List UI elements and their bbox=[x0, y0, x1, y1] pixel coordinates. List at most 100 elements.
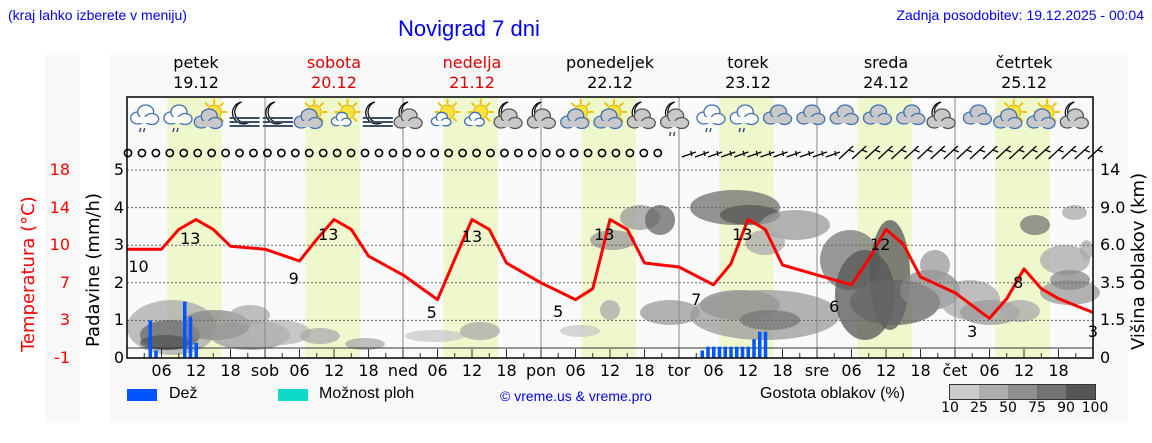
x-tick-label: 12 bbox=[461, 361, 483, 380]
cloud-density-region bbox=[460, 322, 500, 340]
x-tick-label: 06 bbox=[565, 361, 586, 380]
x-tick-label: 12 bbox=[1013, 361, 1035, 380]
temperature-label: 13 bbox=[180, 229, 200, 248]
last-update: Zadnja posodobitev: 19.12.2025 - 00:04 bbox=[896, 7, 1144, 23]
wind-calm-icon bbox=[346, 148, 356, 158]
wind-calm-icon bbox=[318, 148, 328, 158]
day-label-0: petek 19.12 bbox=[127, 53, 265, 93]
temperature-label: 8 bbox=[1013, 273, 1023, 292]
density-scale-frame bbox=[949, 384, 1096, 400]
wind-calm-icon bbox=[290, 148, 300, 158]
moon-cloud-icon bbox=[526, 101, 557, 130]
wind-calm-icon bbox=[207, 148, 217, 158]
wind-calm-icon bbox=[235, 148, 244, 158]
wind-barb-icon bbox=[904, 145, 920, 160]
wind-barb-icon bbox=[930, 145, 946, 160]
x-tick-label: 18 bbox=[772, 361, 793, 380]
day-label-6: četrtek 25.12 bbox=[955, 53, 1093, 93]
x-tick-label: čet bbox=[942, 361, 968, 380]
day-name: petek bbox=[173, 53, 219, 72]
moon-cloud-icon bbox=[493, 101, 523, 130]
copyright-link[interactable]: © vreme.us & vreme.pro bbox=[500, 388, 652, 404]
cloud-density-region bbox=[1080, 240, 1093, 260]
cloud-rain-icon bbox=[130, 104, 160, 133]
cloud-density-region bbox=[560, 325, 600, 337]
day-date: 21.12 bbox=[449, 73, 495, 92]
axis-tick-label: 2 bbox=[113, 272, 124, 292]
day-name: sreda bbox=[863, 53, 909, 72]
legend-showers-label: Možnost ploh bbox=[319, 385, 415, 402]
wind-calm-icon bbox=[304, 148, 314, 158]
wind-calm-icon bbox=[402, 148, 412, 158]
wind-barb-icon bbox=[760, 150, 775, 158]
wind-calm-icon bbox=[360, 148, 370, 158]
cloud-density-region bbox=[760, 210, 830, 240]
x-tick-label: pon bbox=[525, 361, 557, 380]
axis-tick-label: 7 bbox=[59, 272, 70, 292]
wind-calm-icon bbox=[486, 148, 495, 158]
sun-cloud-icon bbox=[193, 99, 228, 130]
precipitation-bar bbox=[740, 346, 745, 358]
axis-tick-label: 3 bbox=[59, 310, 70, 330]
density-tick-label: 75 bbox=[1028, 400, 1046, 416]
day-label-3: ponedeljek 22.12 bbox=[541, 53, 679, 93]
density-swatch bbox=[979, 385, 1008, 399]
axis-tick-label: 3.5 bbox=[1100, 272, 1126, 292]
cloud-rain-icon bbox=[696, 104, 726, 133]
x-tick-label: 18 bbox=[910, 361, 931, 380]
axis-tick-label: 5 bbox=[113, 160, 124, 179]
cloud-icon bbox=[762, 104, 793, 126]
wind-calm-icon bbox=[249, 148, 258, 158]
density-tick-label: 100 bbox=[1081, 400, 1109, 416]
sun-cloud-small-icon bbox=[464, 99, 494, 127]
x-tick-label: sob bbox=[250, 361, 280, 380]
wind-barb-icon bbox=[681, 150, 697, 158]
legend-rain-swatch bbox=[127, 389, 157, 401]
density-tick-label: 10 bbox=[941, 400, 959, 416]
temperature-label: 12 bbox=[870, 235, 890, 254]
wind-calm-icon bbox=[597, 148, 607, 158]
wind-calm-icon bbox=[263, 148, 272, 158]
day-name: ponedeljek bbox=[566, 53, 654, 72]
precipitation-bar bbox=[735, 346, 739, 358]
cloud-icon bbox=[796, 104, 826, 126]
wind-barb-icon bbox=[969, 145, 986, 160]
wind-barb-icon bbox=[943, 145, 960, 160]
density-tick-label: 25 bbox=[970, 400, 988, 416]
precipitation-bar bbox=[717, 346, 722, 358]
x-tick-label: ned bbox=[387, 361, 419, 380]
density-tick-label: 90 bbox=[1057, 400, 1075, 416]
moon-cloud-rain-icon bbox=[659, 101, 690, 137]
cloud-icon bbox=[862, 104, 893, 126]
wind-barb-icon bbox=[1074, 145, 1091, 160]
wind-barb-icon bbox=[982, 145, 999, 160]
temperature-label: 13 bbox=[462, 227, 482, 246]
temperature-label: 13 bbox=[594, 225, 614, 244]
moon-fog-icon bbox=[262, 101, 293, 127]
wind-calm-icon bbox=[374, 148, 384, 158]
precipitation-bar bbox=[723, 346, 727, 358]
temperature-label: 13 bbox=[318, 225, 338, 244]
moon-fog-icon bbox=[362, 101, 393, 127]
temperature-label: 13 bbox=[732, 225, 752, 244]
wind-barb-icon bbox=[734, 150, 749, 158]
wind-calm-icon bbox=[165, 148, 175, 158]
axis-tick-label: 0 bbox=[1100, 348, 1111, 367]
axis-tick-label: 1 bbox=[113, 310, 124, 330]
cloud-density-region bbox=[920, 250, 950, 280]
wind-barb-icon bbox=[1087, 145, 1104, 160]
density-swatch bbox=[1037, 385, 1066, 399]
region-hint[interactable]: (kraj lahko izberete v meniju) bbox=[8, 7, 187, 23]
wind-calm-icon bbox=[472, 148, 481, 158]
axis-tick-label: 3 bbox=[113, 235, 124, 255]
wind-barb-icon bbox=[851, 145, 868, 160]
cloud-density-region bbox=[140, 335, 190, 350]
wind-calm-icon bbox=[625, 148, 635, 158]
moon-cloud-icon bbox=[393, 101, 423, 130]
wind-calm-icon bbox=[611, 148, 621, 158]
wind-barb-icon bbox=[1008, 145, 1025, 160]
temperature-line bbox=[127, 218, 1094, 320]
wind-barb-icon bbox=[890, 145, 907, 160]
wind-barb-icon bbox=[799, 150, 814, 158]
